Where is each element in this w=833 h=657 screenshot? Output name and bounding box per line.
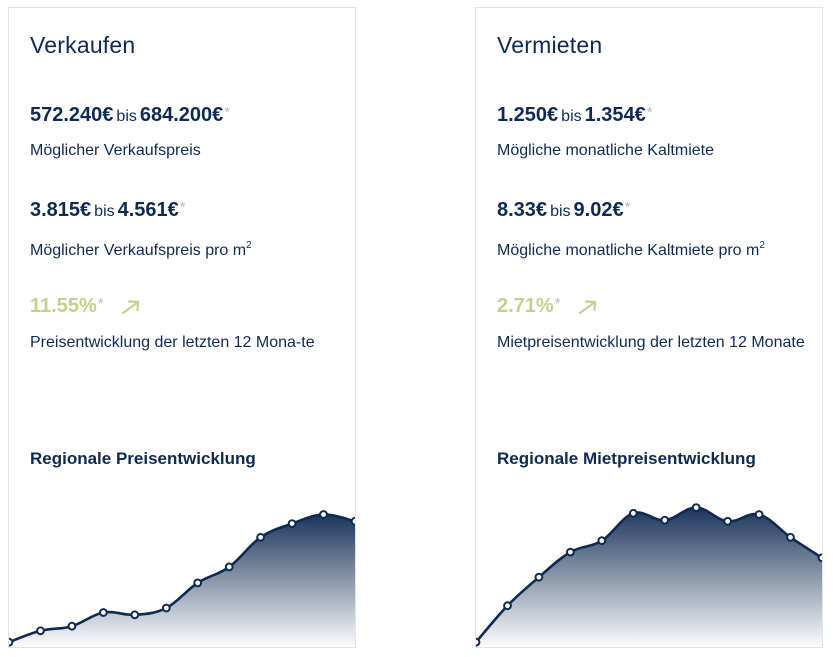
chart-data-point	[566, 547, 575, 557]
price-from: 1.250€	[497, 104, 559, 126]
footnote-asterisk: *	[97, 295, 104, 312]
chart-data-point	[256, 532, 266, 542]
chart-data-point	[817, 553, 822, 563]
sale-card: Verkaufen 572.240€ bis 684.200€* Möglicher…	[8, 7, 356, 648]
price-connector: bis	[561, 108, 582, 125]
chart-data-point	[224, 562, 234, 572]
chart-data-point	[476, 637, 481, 647]
rent-trend: 2.71%* Mietpreisentwicklung der letzten …	[497, 292, 807, 358]
chart-data-point	[287, 519, 297, 528]
chart-data-point	[723, 516, 733, 526]
sqm-to: 4.561€	[117, 199, 179, 221]
chart-data-point	[691, 503, 701, 513]
chart-area-fill	[476, 507, 822, 647]
footnote-asterisk: *	[624, 199, 631, 216]
chart-data-point	[9, 637, 14, 647]
trend-value: 2.71%	[497, 295, 554, 317]
footnote-asterisk: *	[646, 104, 653, 121]
sqm-label: Mögliche monatliche Kaltmiete pro m2	[497, 240, 765, 259]
rent-price-range: 1.250€ bis 1.354€* Mögliche monatliche Kal…	[497, 101, 714, 166]
sale-trend: 11.55%* Preisentwicklung der letzten 12 …	[30, 292, 340, 358]
trend-label: Preisentwicklung der letzten 12 Mona-te	[30, 334, 315, 351]
chart-data-point	[161, 603, 171, 613]
price-from: 572.240€	[30, 104, 114, 126]
chart-data-point	[628, 508, 638, 518]
price-to: 1.354€	[584, 104, 646, 126]
rent-sqm-range: 8.33€ bis 9.02€* Mögliche monatliche Kaltm…	[497, 196, 765, 266]
chart-data-point	[754, 510, 764, 519]
sale-price-range: 572.240€ bis 684.200€* Möglicher Verkaufsp…	[30, 101, 230, 166]
sqm-to: 9.02€	[573, 199, 624, 221]
footnote-asterisk: *	[554, 295, 561, 312]
card-title: Vermieten	[497, 32, 603, 58]
footnote-asterisk: *	[179, 199, 186, 216]
sale-price-area-chart	[9, 510, 355, 647]
chart-area-fill	[9, 514, 355, 647]
chart-data-point	[319, 510, 328, 519]
chart-data-point	[503, 601, 512, 611]
price-label: Mögliche monatliche Kaltmiete	[497, 142, 714, 159]
chart-data-point	[534, 572, 544, 582]
chart-data-point	[36, 626, 45, 636]
chart-data-point	[99, 608, 108, 617]
price-to: 684.200€	[139, 104, 224, 126]
trend-up-arrow-icon	[121, 297, 141, 321]
trend-value: 11.55%	[30, 295, 97, 317]
chart-data-point	[786, 532, 795, 542]
chart-data-point	[130, 610, 140, 620]
chart-title: Regionale Mietpreisentwicklung	[497, 449, 756, 468]
price-connector: bis	[116, 108, 137, 125]
sqm-from: 8.33€	[497, 199, 548, 221]
card-title: Verkaufen	[30, 32, 136, 58]
sqm-connector: bis	[550, 203, 571, 220]
sqm-from: 3.815€	[30, 199, 92, 221]
chart-data-point	[660, 515, 670, 525]
chart-title: Regionale Preisentwicklung	[30, 449, 256, 468]
chart-data-point	[597, 536, 607, 546]
trend-up-arrow-icon	[578, 297, 598, 321]
rent-price-area-chart	[476, 503, 822, 647]
footnote-asterisk: *	[224, 104, 231, 121]
trend-label: Mietpreisentwicklung der letzten 12 Mona…	[497, 334, 805, 351]
sqm-connector: bis	[94, 203, 115, 220]
sqm-label: Möglicher Verkaufspreis pro m2	[30, 240, 252, 259]
rent-card: Vermieten 1.250€ bis 1.354€* Mögliche mona…	[475, 7, 823, 648]
chart-data-point	[193, 578, 203, 588]
price-label: Möglicher Verkaufspreis	[30, 142, 201, 159]
chart-data-point	[67, 621, 77, 631]
sale-sqm-range: 3.815€ bis 4.561€* Möglicher Verkaufspreis…	[30, 196, 252, 266]
chart-data-point	[350, 516, 355, 526]
